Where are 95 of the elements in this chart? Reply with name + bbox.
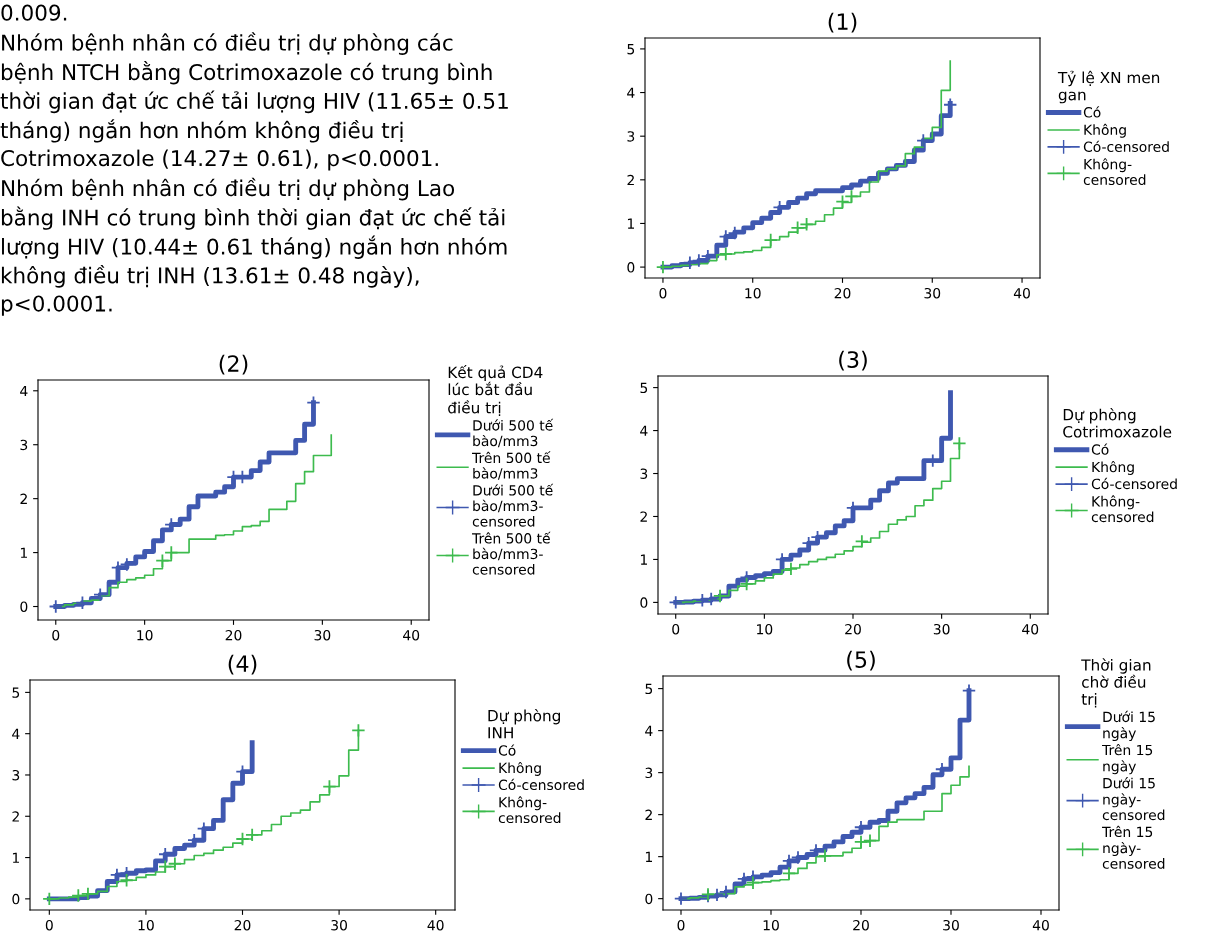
text: bệnh NTCH bằng Cotrimoxazole có trung bình	[1, 61, 492, 85]
legend-label: Trên 15 ngày	[1102, 743, 1153, 775]
legend-label: Không	[499, 761, 541, 776]
chart-title: (2)	[219, 354, 248, 375]
y-tick-label: 2	[12, 811, 19, 822]
legend-label: Dưới 500 tế bào/mm3	[473, 418, 554, 448]
legend-label: Có-censored	[1083, 140, 1169, 152]
legend-label: Có-censored	[498, 778, 584, 791]
legend-label: Có-censored	[1091, 477, 1177, 490]
x-tick-label: 40	[427, 919, 444, 931]
x-tick-label: 30	[933, 623, 950, 635]
x-tick-label: 10	[138, 919, 154, 931]
x-tick-label: 40	[1032, 919, 1049, 931]
y-tick-label: 4	[20, 385, 28, 397]
legend-title: Tỷ lệ XN men gan	[1057, 70, 1160, 104]
x-tick-label: 30	[924, 287, 941, 299]
y-tick-label: 2	[645, 809, 652, 820]
x-tick-label: 0	[52, 629, 60, 641]
legend-title: Thời gian chờ điều trị	[1081, 658, 1151, 708]
text: tháng) ngắn hơn nhóm không điều trị	[0, 119, 403, 143]
y-tick-label: 2	[640, 511, 647, 522]
y-tick-label: 0	[640, 597, 648, 608]
y-tick-label: 4	[640, 425, 648, 436]
chart-title: (3)	[839, 350, 867, 371]
legend-label: Trên 500 tế bào/mm3- censored	[472, 531, 551, 575]
x-tick-label: 40	[1022, 623, 1039, 635]
y-tick-label: 0	[645, 893, 653, 905]
text: p<0.0001.	[1, 295, 112, 316]
y-tick-label: 4	[12, 728, 20, 739]
legend-label: Dưới 15 ngày	[1103, 710, 1155, 742]
legend-label: Không- censored	[1083, 158, 1146, 185]
x-tick-label: 20	[845, 623, 861, 635]
y-tick-label: 0	[12, 893, 20, 905]
y-tick-label: 5	[627, 44, 635, 55]
text: bằng INH có trung bình thời gian đạt ức chế tải	[1, 206, 505, 230]
x-tick-label: 0	[677, 919, 685, 931]
legend-title: Dự phòng INH	[488, 708, 560, 739]
x-tick-label: 30	[943, 919, 959, 931]
legend-label: Trên 15 ngày- censored	[1102, 825, 1165, 869]
chart-title: (5)	[847, 650, 875, 671]
x-tick-label: 10	[763, 919, 779, 931]
y-tick-label: 0	[627, 262, 635, 273]
x-tick-label: 20	[234, 919, 251, 931]
legend-label: Trên 500 tế bào/mm3	[472, 451, 551, 480]
y-tick-label: 0	[20, 601, 28, 612]
legend-title: Kết quả CD4 lúc bắt đầu điều trị	[448, 365, 543, 417]
x-tick-label: 30	[314, 629, 331, 641]
text: Cotrimoxazole (14.27± 0.61), p<0.0001.	[1, 149, 438, 171]
x-tick-label: 20	[834, 287, 851, 299]
y-tick-label: 2	[627, 174, 634, 186]
legend-title: Dự phòng Cotrimoxazole	[1063, 408, 1172, 438]
y-tick-label: 3	[20, 439, 28, 451]
y-tick-label: 1	[12, 852, 19, 863]
y-tick-label: 4	[627, 87, 635, 98]
legend-label: Không	[1092, 460, 1134, 475]
y-tick-label: 3	[640, 468, 648, 479]
text: Nhóm bệnh nhân có điều trị dự phòng Lao	[2, 177, 455, 201]
legend-label: Có	[1091, 443, 1109, 455]
legend-label: Không	[1084, 123, 1126, 138]
y-tick-label: 2	[20, 493, 27, 504]
x-tick-label: 10	[137, 629, 153, 641]
chart-title: (4)	[228, 654, 257, 675]
legend-label: Không- censored	[498, 796, 561, 824]
x-tick-label: 40	[403, 629, 420, 641]
x-tick-label: 0	[659, 287, 667, 299]
y-tick-label: 3	[12, 769, 20, 781]
y-tick-label: 1	[20, 547, 27, 558]
x-tick-label: 30	[331, 919, 348, 931]
y-tick-label: 3	[627, 131, 635, 142]
legend-label: Dưới 500 tế bào/mm3- censored	[472, 483, 554, 527]
x-tick-label: 0	[672, 623, 680, 635]
y-tick-label: 5	[645, 683, 653, 695]
legend-label: Có	[1083, 106, 1101, 118]
y-tick-label: 1	[645, 851, 652, 862]
y-tick-label: 4	[645, 725, 653, 736]
legend-label: Không- censored	[1091, 495, 1154, 523]
x-tick-label: 10	[757, 623, 773, 635]
x-tick-label: 10	[745, 287, 761, 299]
chart-title: (1)	[828, 12, 857, 33]
text: không điều trị INH (13.61± 0.48 ngày),	[1, 265, 419, 288]
y-tick-label: 1	[640, 554, 647, 565]
text: 0.009.	[1, 4, 67, 21]
x-tick-label: 0	[45, 919, 53, 931]
text: thời gian đạt ức chế tải lượng HIV (11.65± 0.51	[0, 90, 508, 114]
legend-label: Có	[498, 744, 516, 756]
text: lượng HIV (10.44± 0.61 tháng) ngắn hơn nhóm	[2, 235, 507, 259]
x-tick-label: 20	[853, 919, 869, 931]
y-tick-label: 5	[12, 687, 20, 698]
legend-label: Dưới 15 ngày- censored	[1102, 777, 1165, 821]
x-tick-label: 20	[225, 629, 242, 641]
y-tick-label: 3	[645, 767, 653, 779]
x-tick-label: 40	[1013, 287, 1030, 299]
y-tick-label: 1	[627, 218, 634, 229]
y-tick-label: 5	[640, 382, 648, 394]
text: Nhóm bệnh nhân có điều trị dự phòng các	[2, 32, 453, 55]
